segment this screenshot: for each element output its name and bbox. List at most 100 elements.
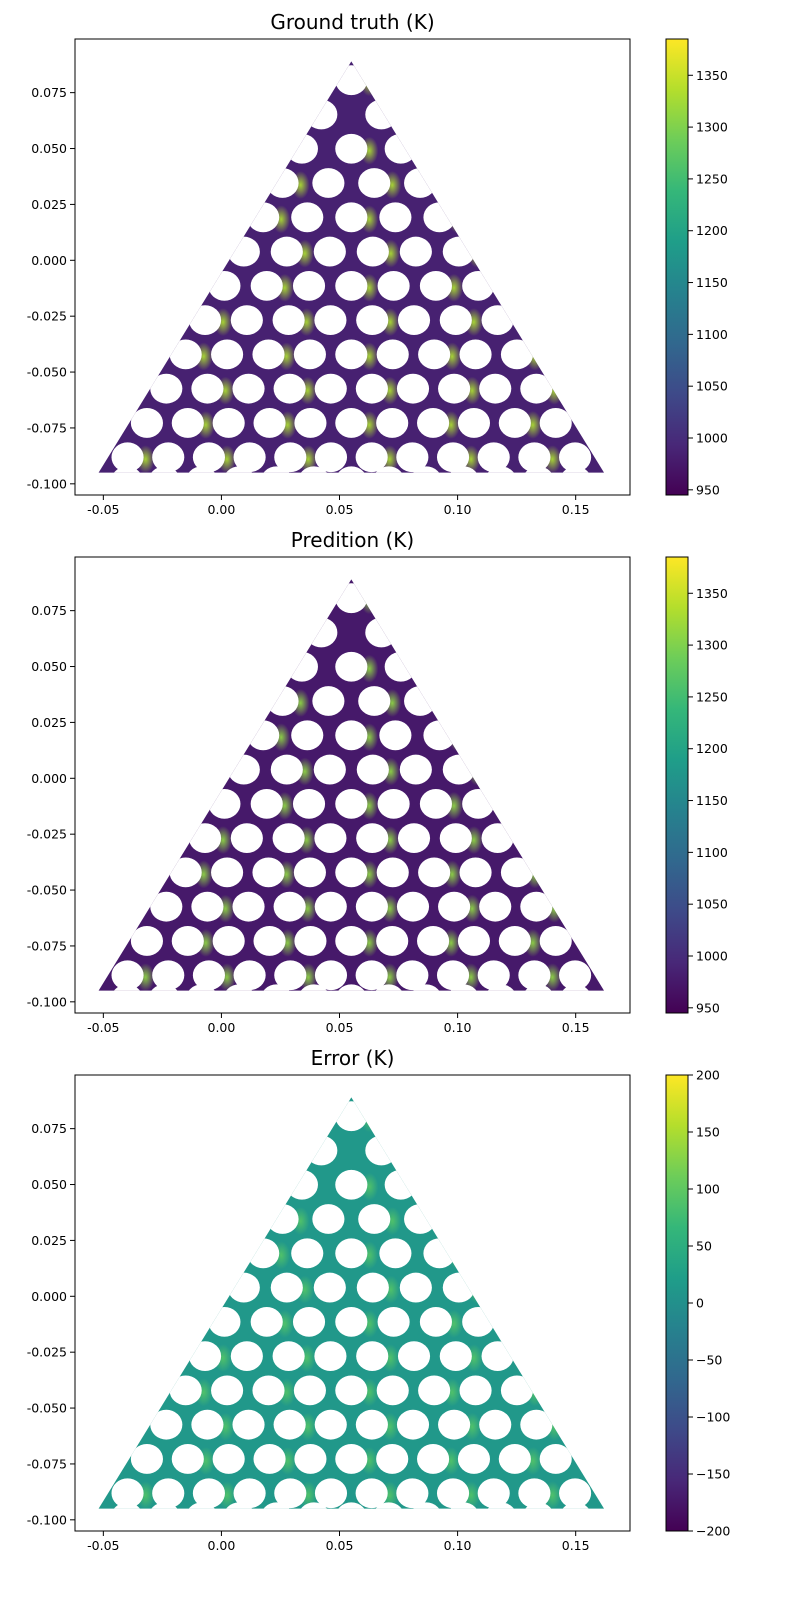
hole [250, 1306, 283, 1337]
hole [285, 1169, 318, 1200]
hole [457, 408, 491, 438]
y-tick-label: -0.050 [27, 365, 67, 380]
y-tick-label: -0.075 [27, 938, 67, 953]
hole [270, 1272, 303, 1303]
hole [539, 1444, 572, 1474]
hole [314, 960, 348, 991]
hole [377, 1306, 410, 1337]
hole [384, 1169, 417, 1200]
hole [211, 857, 244, 888]
hole [447, 466, 480, 473]
x-tick-label: 0.10 [444, 1020, 472, 1035]
hole [294, 926, 327, 956]
x-tick-label: 0.00 [208, 1020, 236, 1035]
hole [358, 168, 391, 198]
hole [270, 236, 303, 267]
colorbar-tick-label: 1350 [696, 68, 728, 83]
hole [335, 788, 368, 819]
hole [293, 857, 326, 888]
hole [293, 339, 326, 370]
hole [335, 65, 368, 96]
hole [110, 1502, 144, 1509]
hole [559, 984, 592, 991]
hotspot-mark [448, 723, 467, 752]
hole [148, 1502, 181, 1509]
x-tick-label: 0.05 [326, 502, 354, 517]
hole [171, 926, 204, 956]
temperature-field [98, 1097, 605, 1509]
hole [212, 926, 245, 956]
hole [314, 823, 347, 854]
hole [253, 408, 286, 438]
hole [294, 1444, 327, 1474]
hole [396, 891, 430, 922]
hole [208, 788, 241, 819]
hole [356, 754, 389, 785]
hole [358, 686, 391, 716]
hole [418, 1375, 451, 1406]
hole [232, 373, 265, 404]
hole [358, 1204, 391, 1234]
hole [211, 339, 244, 370]
hole [356, 1272, 389, 1303]
hole [396, 1478, 429, 1509]
y-tick-label: 0.025 [31, 715, 67, 730]
hole [397, 1341, 431, 1372]
hole [152, 442, 185, 473]
hole [384, 133, 417, 164]
hole [230, 823, 263, 854]
hole [462, 788, 495, 819]
colorbar-tick-label: 1150 [696, 793, 728, 808]
hole [192, 960, 225, 991]
colorbar-tick-label: 1150 [696, 275, 728, 290]
hole [191, 891, 224, 922]
hole [539, 408, 572, 438]
x-tick-label: -0.05 [87, 1020, 119, 1035]
hole [185, 984, 218, 991]
colorbar-tick-label: 1300 [696, 120, 728, 135]
hotspot-mark [467, 757, 486, 786]
hole [397, 305, 431, 336]
hole [247, 202, 280, 233]
hole [314, 305, 347, 336]
colorbar-tick-label: 1050 [696, 897, 728, 912]
hole [335, 270, 368, 301]
hole [355, 373, 388, 404]
y-tick-label: -0.075 [27, 1456, 67, 1471]
hole [423, 202, 456, 233]
hole [335, 133, 368, 164]
hole [208, 270, 241, 301]
hole [169, 1375, 202, 1406]
hole [335, 202, 368, 233]
y-tick-label: -0.075 [27, 420, 67, 435]
hole [419, 1306, 452, 1337]
hole [335, 1444, 368, 1474]
hole [439, 823, 472, 854]
hole [447, 1502, 480, 1509]
hole [379, 720, 412, 751]
hole [335, 466, 368, 473]
hole [314, 1409, 347, 1440]
hole [459, 339, 492, 370]
colorbar-tick-label: 0 [696, 1296, 704, 1311]
hole [312, 1204, 345, 1234]
hole [188, 823, 222, 854]
hole [111, 442, 144, 473]
hole [396, 373, 430, 404]
colorbar [666, 557, 688, 1013]
hole [379, 202, 412, 233]
hole [377, 270, 410, 301]
hole [291, 202, 324, 233]
hole [397, 823, 431, 854]
hole [396, 960, 429, 991]
hole [285, 133, 318, 164]
hole [223, 1502, 256, 1509]
hole [266, 686, 299, 716]
hole [520, 891, 553, 922]
hole [559, 442, 592, 473]
hole [227, 1272, 260, 1303]
hole [335, 339, 368, 370]
hole [559, 1502, 592, 1509]
y-tick-label: -0.050 [27, 883, 67, 898]
y-tick-label: 0.000 [31, 1289, 67, 1304]
